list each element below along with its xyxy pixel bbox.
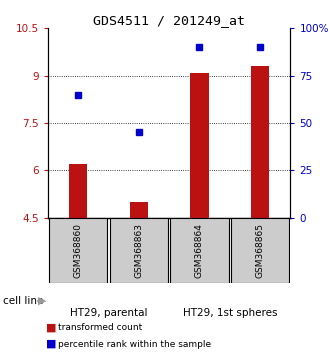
- Bar: [231, 218, 289, 282]
- Bar: [49, 218, 107, 282]
- Text: HT29, parental: HT29, parental: [70, 308, 147, 318]
- Text: GSM368865: GSM368865: [255, 223, 265, 278]
- Bar: [69, 164, 87, 218]
- Bar: [190, 73, 209, 218]
- Text: HT29, 1st spheres: HT29, 1st spheres: [182, 308, 277, 318]
- Text: GSM368863: GSM368863: [134, 223, 143, 278]
- Title: GDS4511 / 201249_at: GDS4511 / 201249_at: [93, 14, 245, 27]
- Bar: [251, 66, 269, 218]
- Bar: [110, 218, 168, 282]
- Text: ■: ■: [46, 339, 56, 349]
- Text: ■: ■: [46, 322, 56, 332]
- Text: transformed count: transformed count: [58, 323, 142, 332]
- Text: ▶: ▶: [38, 296, 47, 306]
- Text: GSM368860: GSM368860: [74, 223, 83, 278]
- Bar: [170, 218, 229, 282]
- Bar: [130, 202, 148, 218]
- Text: cell line: cell line: [3, 296, 44, 306]
- Text: GSM368864: GSM368864: [195, 223, 204, 278]
- Text: percentile rank within the sample: percentile rank within the sample: [58, 339, 211, 349]
